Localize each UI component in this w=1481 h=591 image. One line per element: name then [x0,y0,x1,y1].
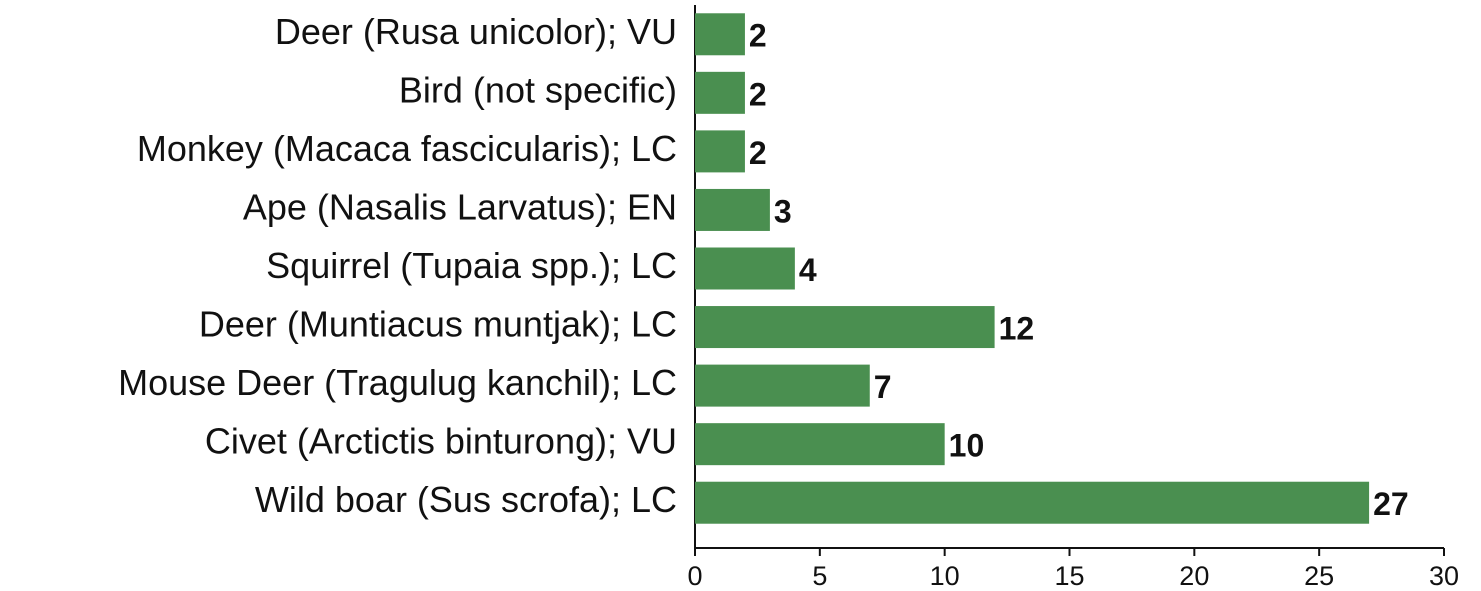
data-label: 12 [999,311,1035,347]
bar [695,71,745,114]
data-label: 2 [749,18,767,54]
x-tick-label: 5 [812,561,827,591]
y-tick-label: Ape (Nasalis Larvatus); EN [243,186,677,227]
y-tick-label: Monkey (Macaca fascicularis); LC [137,128,677,169]
bar [695,364,870,407]
data-label: 4 [799,252,817,288]
y-tick-label: Deer (Muntiacus muntjak); LC [199,304,677,345]
bar [695,247,795,290]
x-tick-label: 25 [1304,561,1334,591]
y-tick-label: Squirrel (Tupaia spp.); LC [266,245,677,286]
y-tick-label: Mouse Deer (Tragulug kanchil); LC [118,362,677,403]
y-tick-label: Bird (not specific) [399,69,677,110]
bar [695,423,945,466]
data-label: 2 [749,135,767,171]
data-label: 27 [1373,486,1409,522]
x-tick-label: 10 [930,561,960,591]
bar [695,188,770,231]
data-label: 10 [949,428,985,464]
bar [695,306,995,349]
data-label: 2 [749,76,767,112]
x-tick-label: 0 [687,561,702,591]
x-tick-label: 15 [1054,561,1084,591]
y-tick-label: Wild boar (Sus scrofa); LC [255,479,677,520]
bar [695,13,745,56]
bar [695,130,745,173]
x-tick-label: 30 [1429,561,1459,591]
x-tick-label: 20 [1179,561,1209,591]
data-label: 7 [874,369,892,405]
bar [695,481,1370,524]
y-tick-label: Civet (Arctictis binturong); VU [205,421,677,462]
y-tick-label: Deer (Rusa unicolor); VU [275,11,677,52]
data-label: 3 [774,193,792,229]
